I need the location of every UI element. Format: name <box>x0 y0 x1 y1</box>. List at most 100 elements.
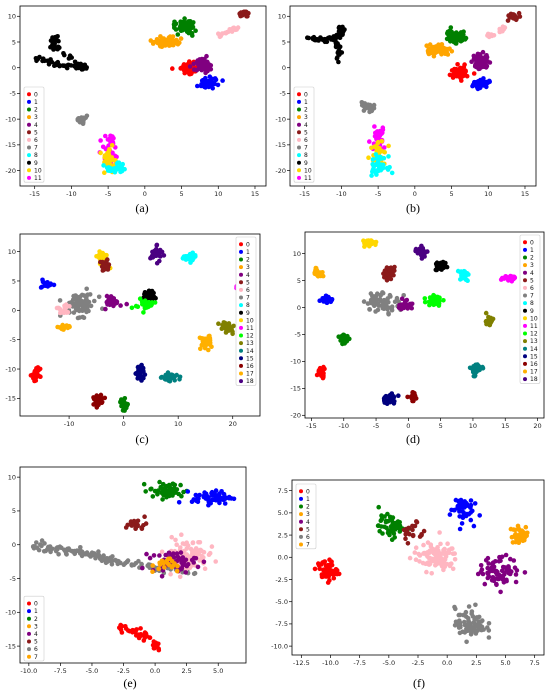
panel-1: -15 -10 -5 0 5 10 15-20-15-10-5051001234567891… <box>5 5 267 215</box>
y-tick-label: 10 <box>8 13 16 21</box>
point-class-7 <box>75 302 81 307</box>
legend-marker <box>27 122 31 127</box>
legend-label: 18 <box>530 376 538 383</box>
legend-marker <box>297 175 301 180</box>
point-class-3 <box>178 36 184 41</box>
point-class-8 <box>380 162 386 168</box>
legend-marker <box>523 263 527 268</box>
point-class-1 <box>477 513 483 518</box>
point-class-0 <box>328 569 334 575</box>
legend-marker <box>239 303 243 308</box>
point-class-6 <box>452 551 458 556</box>
legend-marker <box>27 616 31 621</box>
point-class-2 <box>187 27 193 32</box>
point-class-1 <box>193 492 199 498</box>
point-class-0 <box>35 371 40 377</box>
legend-marker <box>297 153 301 158</box>
x-tick-label: -5.0 <box>382 659 395 667</box>
legend-label: 3 <box>246 264 250 271</box>
legend-label: 0 <box>306 488 310 495</box>
point-class-4 <box>191 61 197 67</box>
point-class-7 <box>61 547 67 553</box>
point-class-3 <box>431 53 437 59</box>
legend-marker <box>523 308 527 313</box>
legend-marker <box>297 115 301 120</box>
point-class-6 <box>427 555 433 561</box>
legend-marker <box>239 341 243 346</box>
legend-marker <box>239 348 243 353</box>
point-class-9 <box>334 56 340 61</box>
points-layer <box>312 238 518 407</box>
point-class-2 <box>193 28 198 33</box>
legend-label: 12 <box>530 331 538 338</box>
point-class-7 <box>383 299 388 305</box>
y-tick-label: 5 <box>297 277 301 285</box>
point-class-2 <box>152 488 158 494</box>
point-class-7 <box>381 303 386 308</box>
point-class-2 <box>186 30 192 36</box>
point-class-4 <box>183 570 188 575</box>
point-class-7 <box>476 619 481 624</box>
y-tick-label: 0 <box>12 541 16 549</box>
legend-marker <box>27 99 31 104</box>
point-class-4 <box>103 306 108 312</box>
y-tick-label: -15 <box>5 642 16 650</box>
point-class-7 <box>476 614 482 620</box>
point-class-6 <box>197 540 203 545</box>
legend-label: 6 <box>34 646 38 653</box>
point-class-6 <box>421 542 426 548</box>
legend-label: 5 <box>304 129 308 136</box>
point-class-7 <box>457 612 463 618</box>
point-class-7 <box>79 115 84 120</box>
point-class-2 <box>458 33 464 39</box>
point-class-18 <box>159 249 165 255</box>
point-class-2 <box>118 399 123 405</box>
x-tick-label: 2.5 <box>471 659 481 667</box>
point-class-5 <box>133 526 138 531</box>
point-class-4 <box>522 570 528 575</box>
x-tick-label: -15 <box>299 190 310 198</box>
point-class-9 <box>62 52 67 58</box>
y-tick-label: -10 <box>290 358 301 366</box>
point-class-7 <box>108 555 113 561</box>
point-class-4 <box>178 550 184 555</box>
point-class-1 <box>461 505 467 510</box>
point-class-9 <box>53 61 59 66</box>
point-class-8 <box>114 161 120 166</box>
point-class-5 <box>143 521 149 526</box>
point-class-4 <box>195 564 201 570</box>
point-class-2 <box>143 489 148 494</box>
legend-label: 4 <box>530 270 534 277</box>
point-class-7 <box>88 303 94 309</box>
y-tick-label: 5 <box>12 38 16 46</box>
point-class-2 <box>382 524 387 530</box>
point-class-1 <box>219 497 225 502</box>
point-class-4 <box>187 64 193 69</box>
point-class-4 <box>157 553 162 558</box>
point-class-0 <box>329 562 335 568</box>
point-class-6 <box>62 303 67 309</box>
legend-label: 11 <box>246 325 254 332</box>
point-class-5 <box>101 267 107 273</box>
point-class-5 <box>410 527 415 533</box>
point-class-10 <box>373 242 378 248</box>
point-class-1 <box>206 78 211 84</box>
point-class-6 <box>443 554 449 559</box>
point-class-9 <box>48 57 53 62</box>
point-class-9 <box>64 65 70 71</box>
point-class-18 <box>161 253 167 258</box>
legend-label: 10 <box>530 315 538 322</box>
legend-marker <box>299 519 303 524</box>
point-class-5 <box>133 520 139 525</box>
point-class-1 <box>221 491 227 497</box>
point-class-3 <box>449 49 455 54</box>
point-class-0 <box>462 62 467 67</box>
point-class-2 <box>341 333 347 338</box>
point-class-7 <box>456 619 462 624</box>
point-class-2 <box>157 479 162 485</box>
point-class-4 <box>405 306 411 311</box>
legend-marker <box>523 361 527 366</box>
point-class-15 <box>135 376 140 381</box>
point-class-1 <box>451 507 457 513</box>
point-class-0 <box>316 561 321 566</box>
